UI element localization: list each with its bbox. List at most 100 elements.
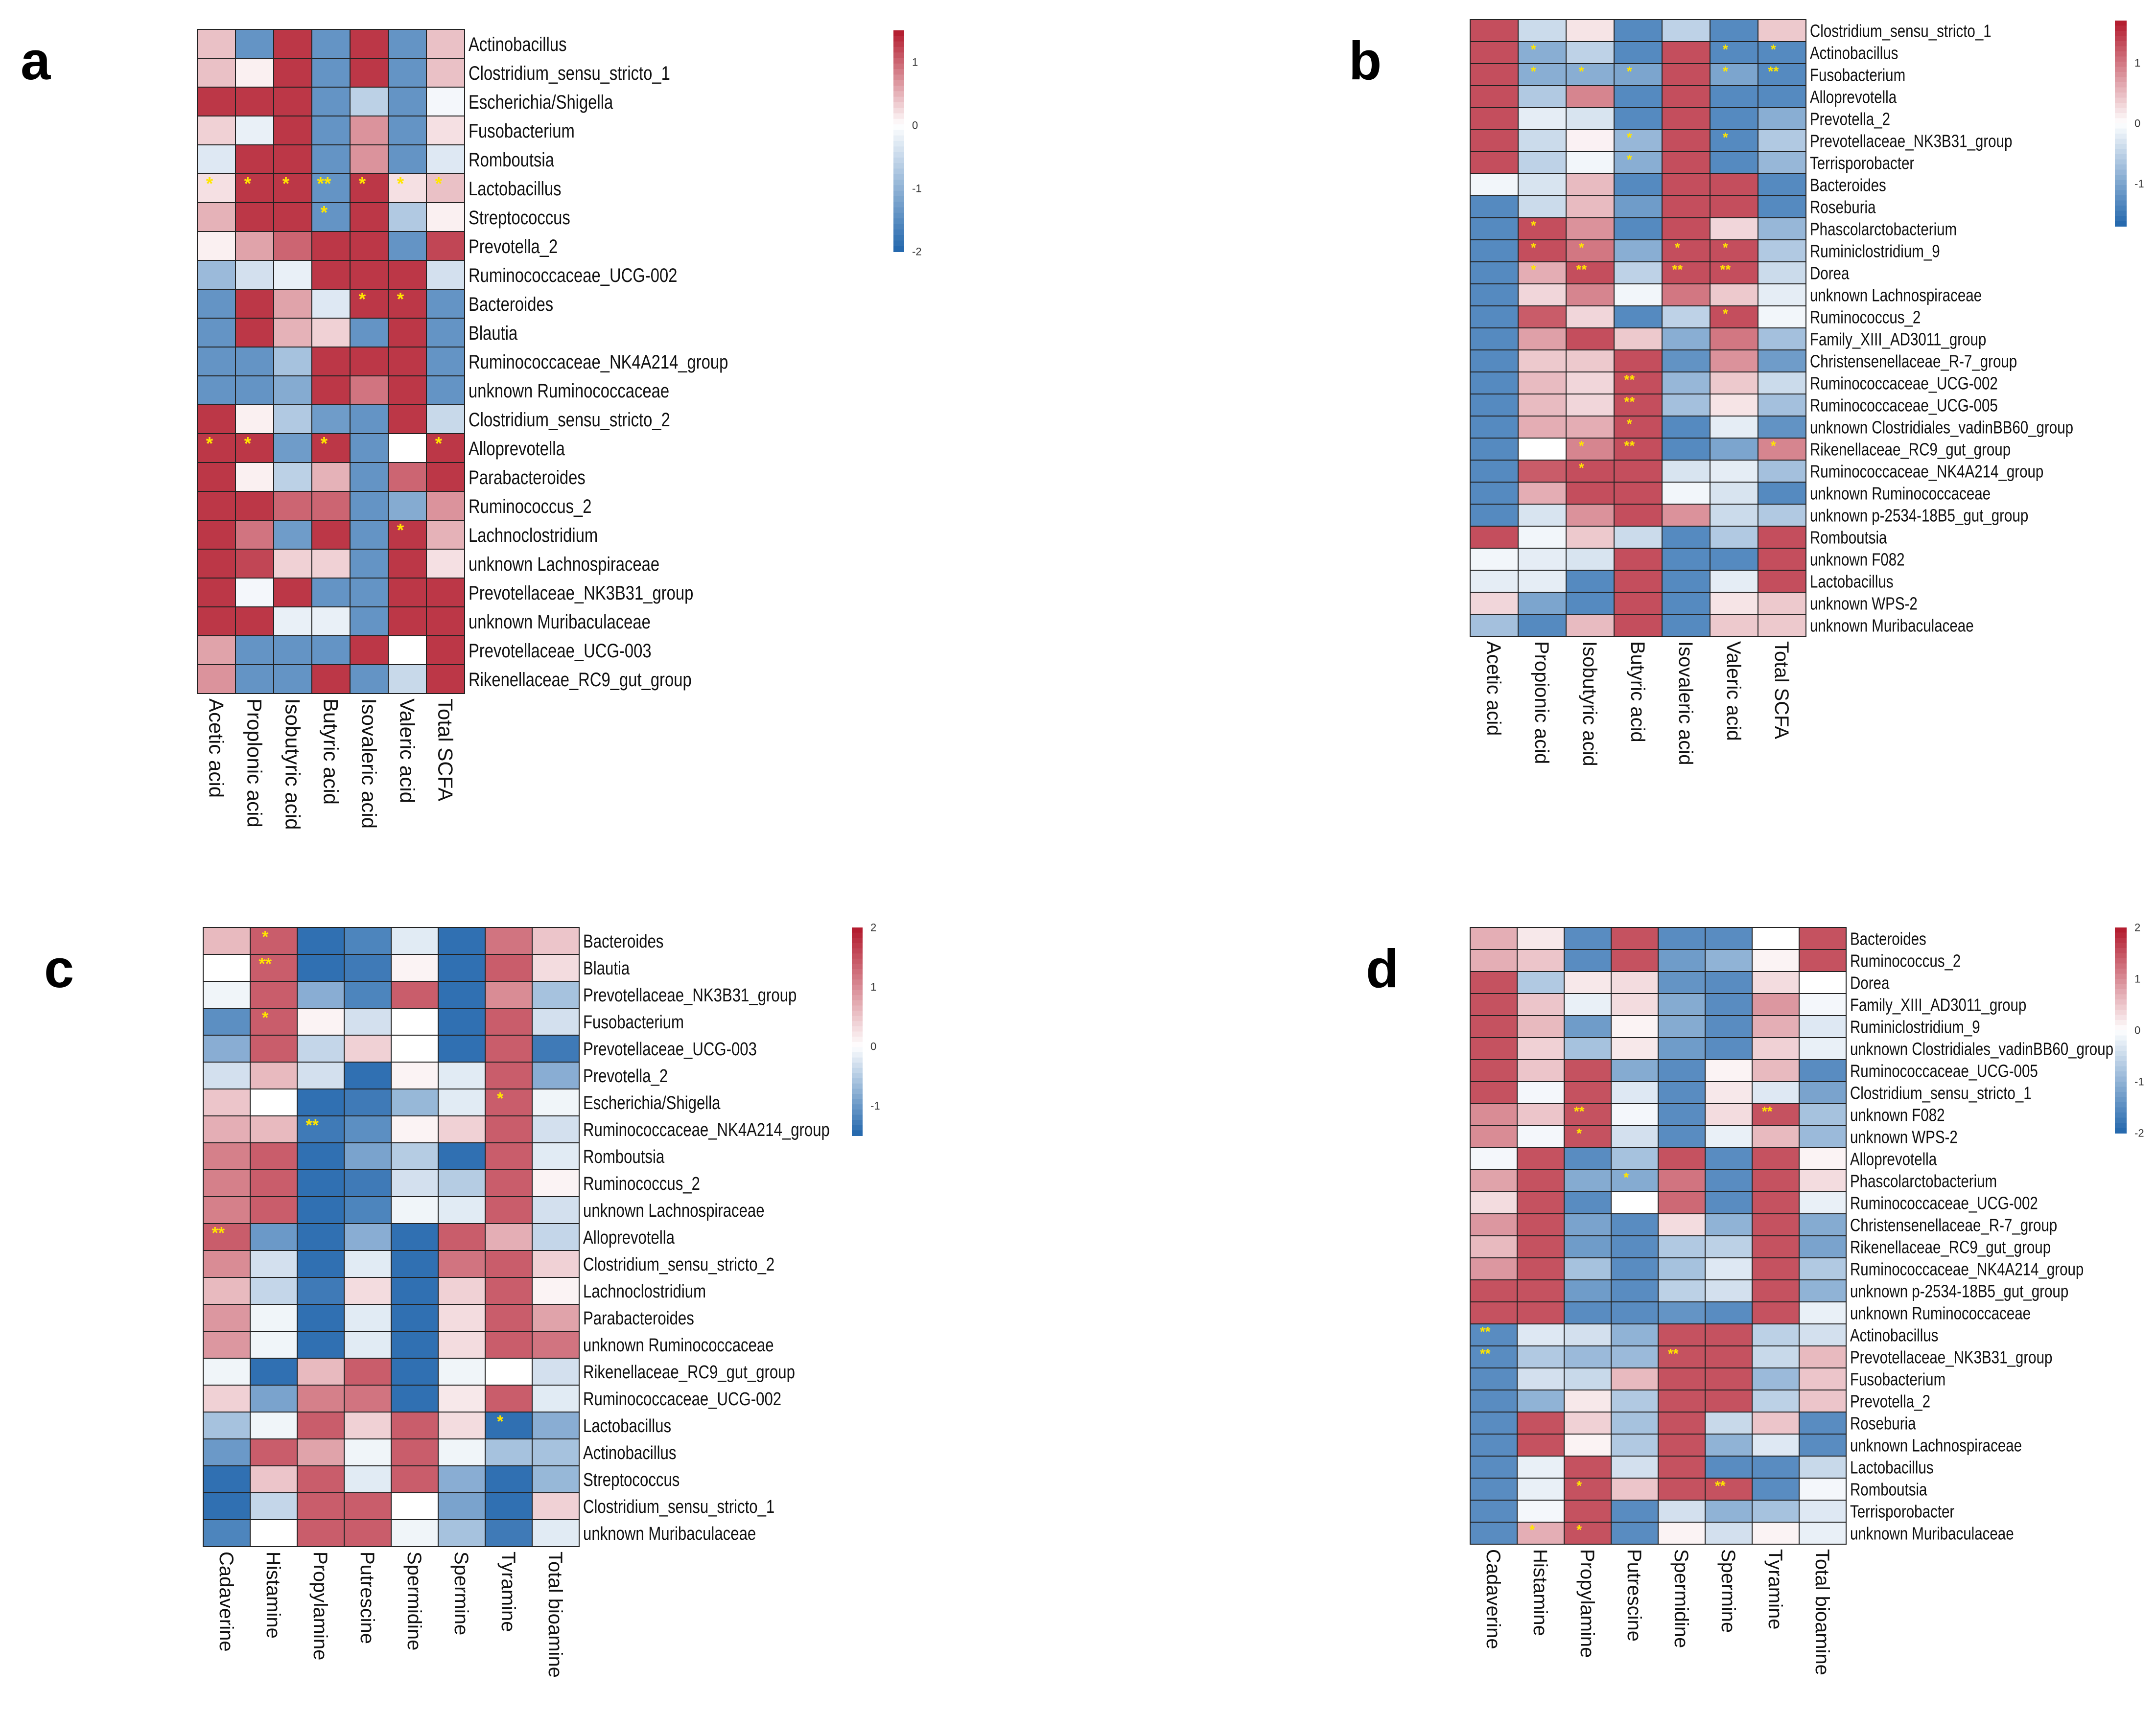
heatmap-cell	[1564, 1037, 1612, 1060]
heatmap-cell	[203, 1089, 251, 1116]
heatmap-cell	[1662, 19, 1711, 42]
heatmap-cell	[388, 606, 427, 636]
heatmap-cell	[1710, 85, 1758, 108]
legend-swatch	[2115, 1056, 2127, 1062]
heatmap-cell	[1517, 949, 1565, 972]
heatmap-cell	[1662, 548, 1711, 571]
heatmap-cell	[1518, 107, 1567, 130]
heatmap-cell	[297, 1438, 345, 1466]
heatmap-cell	[391, 1385, 439, 1413]
heatmap-cell	[1470, 41, 1519, 64]
heatmap-cell	[1564, 1257, 1612, 1280]
heatmap-cell	[1564, 1522, 1612, 1545]
heatmap-cell	[297, 1519, 345, 1547]
heatmap-cell	[1611, 1257, 1659, 1280]
heatmap-panel-b: * * ** * * * *** **** * * ** ** ** ********* ** **Clost…	[1470, 19, 2144, 766]
heatmap-cell	[1566, 283, 1615, 306]
heatmap-cell	[1614, 19, 1663, 42]
heatmap-cell	[1799, 1081, 1847, 1104]
heatmap-cell	[1611, 927, 1659, 950]
heatmap-cell	[1470, 1522, 1518, 1545]
heatmap-cell	[1705, 1500, 1753, 1523]
row-label: Lactobacillus	[583, 1416, 671, 1436]
heatmap-cell	[297, 1223, 345, 1251]
legend-swatch	[893, 41, 904, 47]
heatmap-cell	[235, 318, 274, 347]
legend-swatch	[2115, 989, 2127, 995]
heatmap-cell	[344, 1358, 392, 1386]
heatmap-cell	[1705, 1279, 1753, 1302]
heatmap-cell	[344, 1412, 392, 1439]
heatmap-cell	[1517, 1301, 1565, 1324]
legend-swatch	[2115, 97, 2127, 103]
heatmap-cell	[1564, 1147, 1612, 1170]
legend-swatch	[2115, 128, 2127, 134]
heatmap-cell	[1710, 371, 1758, 394]
heatmap-cell	[1799, 1059, 1847, 1082]
heatmap-cell	[1658, 1125, 1706, 1148]
heatmap-cell	[1799, 1434, 1847, 1457]
heatmap-cell	[1662, 504, 1711, 527]
column-label: Total bioamine	[544, 1552, 566, 1678]
heatmap-cell	[1614, 460, 1663, 483]
heatmap-cell	[1470, 1257, 1518, 1280]
heatmap-cell	[1564, 1125, 1612, 1148]
heatmap-cell	[426, 116, 465, 145]
heatmap-cell	[1470, 1345, 1518, 1368]
heatmap-cell	[1752, 1015, 1800, 1038]
legend-swatch	[852, 1021, 863, 1027]
heatmap-cell	[1662, 592, 1711, 615]
heatmap-cell	[1658, 1169, 1706, 1192]
row-label: Clostridium_sensu_stricto_2	[469, 409, 670, 431]
row-label: Ruminococcaceae_NK4A214_group	[1850, 1259, 2084, 1279]
legend-swatch	[852, 1016, 863, 1022]
legend-swatch	[893, 58, 904, 64]
heatmap-cell	[344, 1331, 392, 1359]
heatmap-cell	[203, 1358, 251, 1386]
heatmap-cell	[1566, 63, 1615, 86]
heatmap-cell	[1614, 239, 1663, 262]
legend-swatch	[893, 130, 904, 136]
significance-star: *	[1771, 438, 1776, 453]
heatmap-cell	[391, 1304, 439, 1332]
heatmap-cell	[1518, 349, 1567, 372]
legend-swatch	[893, 240, 904, 247]
legend-swatch	[2115, 206, 2127, 211]
row-label: Bacteroides	[583, 931, 663, 952]
heatmap-cell	[344, 1089, 392, 1116]
heatmap-cell	[1518, 261, 1567, 284]
heatmap-cell	[438, 1089, 486, 1116]
row-label: Ruminococcaceae_UCG-005	[1810, 395, 1998, 415]
row-label: Lachnoclostridium	[469, 524, 598, 546]
row-label: Ruminococcus_2	[583, 1174, 700, 1194]
legend-swatch	[893, 30, 904, 37]
heatmap-cell	[1758, 614, 1806, 637]
heatmap-cell	[1662, 261, 1711, 284]
row-label: Bacteroides	[469, 293, 553, 315]
row-label: Prevotellaceae_NK3B31_group	[1810, 131, 2012, 151]
legend-swatch	[2115, 1010, 2127, 1016]
heatmap-cell	[344, 927, 392, 955]
heatmap-cell	[388, 664, 427, 694]
heatmap-cell	[426, 58, 465, 88]
heatmap-cell	[1517, 1390, 1565, 1413]
heatmap-cell	[1799, 1191, 1847, 1214]
heatmap-cell	[203, 927, 251, 955]
heatmap-cell	[1705, 1213, 1753, 1236]
heatmap-cell	[297, 1250, 345, 1278]
row-label: unknown Ruminococcaceae	[1810, 484, 1991, 503]
heatmap-cell	[1662, 526, 1711, 549]
heatmap-cell	[297, 1008, 345, 1036]
column-label: Butyric acid	[1627, 641, 1648, 742]
legend-tick-label: 1	[870, 981, 876, 993]
heatmap-cell	[1752, 1169, 1800, 1192]
row-label: Prevotellaceae_NK3B31_group	[583, 985, 797, 1006]
heatmap-cell	[273, 289, 312, 319]
legend-swatch	[852, 969, 863, 975]
heatmap-cell	[235, 404, 274, 434]
heatmap-cell	[1710, 592, 1758, 615]
heatmap-cell	[1566, 305, 1615, 328]
heatmap-cell	[426, 375, 465, 405]
heatmap-cell	[235, 375, 274, 405]
heatmap-cell	[1799, 993, 1847, 1016]
